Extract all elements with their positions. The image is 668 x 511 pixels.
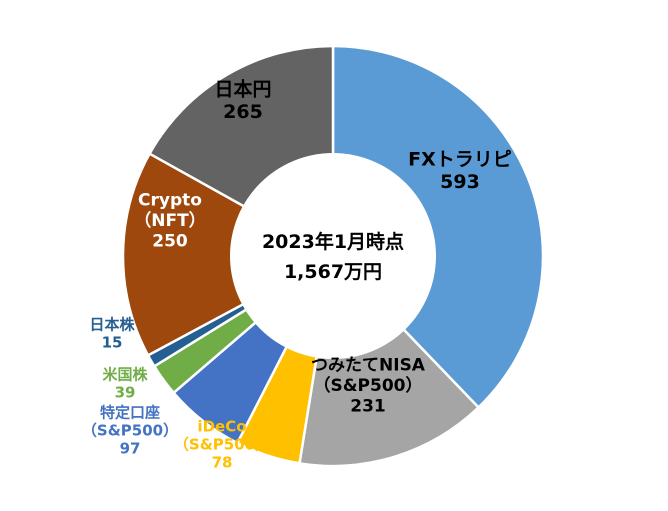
slice-label-line: 265 xyxy=(223,101,263,123)
slice-label-5: 日本株 15 xyxy=(89,315,135,351)
slice-label-line: つみたてNISA xyxy=(311,356,426,376)
slice-label-line: （S&P500） xyxy=(82,421,178,439)
slice-0 xyxy=(331,44,545,410)
slice-label-line: 特定口座 xyxy=(100,403,160,421)
slice-label-line: 日本株 xyxy=(89,315,135,333)
slice-label-3: 特定口座（S&P500） 97 xyxy=(82,403,178,457)
slice-label-line: （S&P500） xyxy=(174,435,270,453)
slice-label-line: 39 xyxy=(115,383,136,401)
slice-label-line: 78 xyxy=(212,453,233,471)
slice-label-line: （NFT） xyxy=(134,210,205,231)
slice-label-line: 米国株 xyxy=(102,365,148,383)
slice-label-line: 593 xyxy=(440,171,480,193)
slice-label-7: 日本円 265 xyxy=(214,77,271,123)
slice-label-line: Crypto xyxy=(138,191,202,211)
slice-label-line: 250 xyxy=(152,231,188,251)
center-total-label: 1,567万円 xyxy=(284,261,382,283)
slice-label-6: Crypto （NFT） 250 xyxy=(134,191,205,252)
slice-label-1: つみたてNISA （S&P500） 231 xyxy=(311,356,426,417)
slice-label-line: 97 xyxy=(120,439,141,457)
donut-hole xyxy=(230,153,436,359)
slice-label-line: 231 xyxy=(350,396,386,416)
slice-label-line: FXトラリピ xyxy=(408,148,512,170)
slice-label-4: 米国株 39 xyxy=(102,365,148,401)
slice-label-line: 15 xyxy=(102,333,123,351)
slice-label-0: FXトラリピ 593 xyxy=(408,148,512,193)
slice-label-line: （S&P500） xyxy=(313,375,422,396)
slice-label-line: 日本円 xyxy=(214,77,271,100)
slice-6 xyxy=(121,151,336,358)
center-label: 2023年1月時点 1,567万円 xyxy=(262,230,404,283)
slice-label-2: iDeCo （S&P500） 78 xyxy=(174,417,270,471)
center-date-label: 2023年1月時点 xyxy=(262,230,404,253)
slice-label-line: iDeCo xyxy=(197,417,246,435)
